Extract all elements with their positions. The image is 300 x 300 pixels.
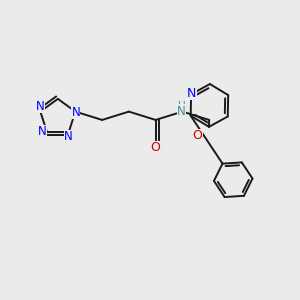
Text: N: N xyxy=(72,106,80,119)
Text: N: N xyxy=(64,130,73,143)
Text: N: N xyxy=(177,104,186,118)
Text: N: N xyxy=(38,125,46,138)
Text: N: N xyxy=(187,87,196,100)
Text: H: H xyxy=(178,101,185,111)
Text: O: O xyxy=(193,129,202,142)
Text: O: O xyxy=(151,141,160,154)
Text: N: N xyxy=(36,100,45,113)
